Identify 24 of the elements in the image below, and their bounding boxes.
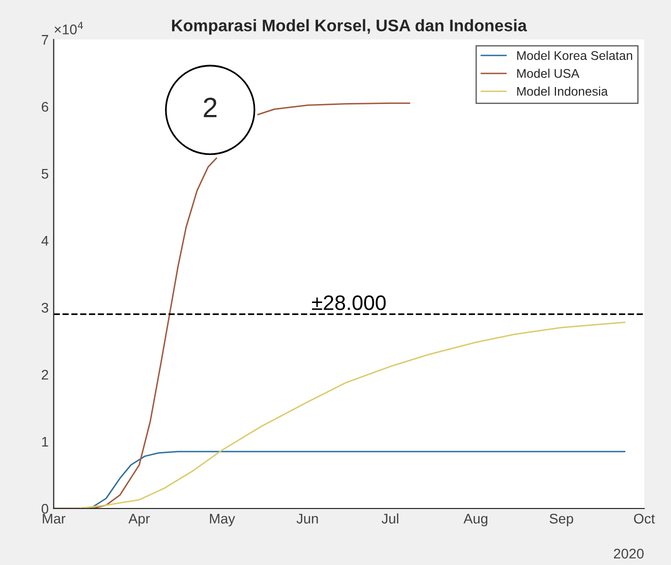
- y-tick-label: 2: [42, 370, 48, 380]
- text: 2020: [614, 548, 644, 559]
- x-tick-label: Aug: [464, 514, 488, 526]
- x-tick-label: Oct: [634, 514, 655, 524]
- legend-label: Model Korea Selatan: [517, 50, 632, 60]
- legend-label: Model USA: [517, 68, 580, 78]
- text: ×10$^{4}$: [54, 22, 84, 34]
- annotation: 2: [204, 98, 216, 118]
- x-tick-label: Sep: [550, 514, 574, 526]
- y-tick-label: 4: [41, 236, 48, 246]
- y-tick-label: 3: [42, 302, 48, 313]
- annotation: ±28.000: [312, 295, 386, 310]
- chart-title: Komparasi Model Korsel, USA dan Indonesia: [172, 19, 527, 35]
- y-tick-label: 7: [42, 35, 48, 45]
- legend-label: Model Indonesia: [517, 86, 608, 96]
- x-tick-label: Jun: [296, 514, 318, 524]
- x-tick-label: May: [210, 514, 236, 526]
- y-tick-label: 1: [42, 436, 48, 447]
- y-tick-label: 0: [42, 504, 48, 514]
- y-tick-label: 5: [42, 169, 48, 179]
- x-tick-label: Mar: [42, 514, 66, 524]
- x-tick-label: Jul: [382, 513, 398, 524]
- y-tick-label: 6: [42, 102, 48, 112]
- x-tick-label: Apr: [128, 514, 150, 526]
